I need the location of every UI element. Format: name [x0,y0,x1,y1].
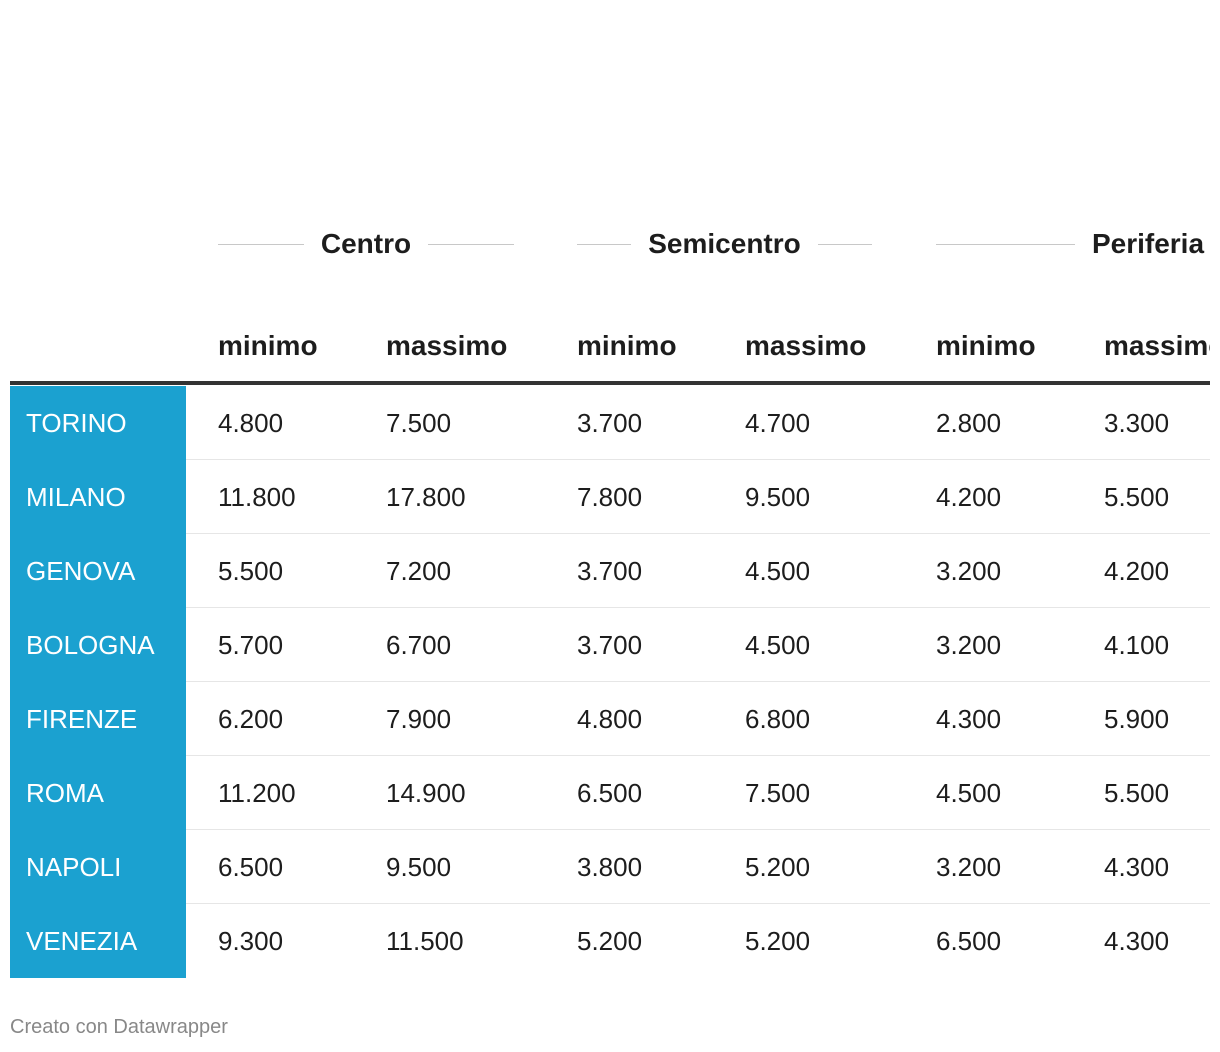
group-header: Centro [218,224,515,264]
cell: 5.200 [577,926,643,956]
column-header: minimo [577,330,677,361]
cell: 4.700 [745,408,811,438]
row-divider [186,755,1210,756]
column-header: massimo [386,330,508,361]
row-label: BOLOGNA [10,608,186,682]
cell: 9.500 [386,852,452,882]
cell: 4.800 [218,408,284,438]
cell: 5.700 [218,630,284,660]
cell: 4.100 [1104,630,1170,660]
group-title: Periferia [1091,228,1205,259]
cell: 7.800 [577,482,643,512]
cell: 4.200 [1104,556,1170,586]
cell: 7.200 [386,556,452,586]
cell: 5.500 [218,556,284,586]
cell: 3.700 [577,408,643,438]
footer: Creato con Datawrapper [10,1016,228,1038]
group-line [577,243,632,245]
row-label: VENEZIA [10,904,186,978]
cell: 4.500 [745,556,811,586]
cell: 6.200 [218,704,284,734]
group-line [428,243,515,245]
group-header: Semicentro [577,224,872,264]
group-line [817,243,872,245]
column-header: minimo [218,330,318,361]
cell: 2.800 [936,408,1002,438]
cell: 4.200 [936,482,1002,512]
cell: 6.700 [386,630,452,660]
cell: 3.200 [936,630,1002,660]
row-divider [186,533,1210,534]
cell: 4.800 [577,704,643,734]
cell: 5.500 [1104,482,1170,512]
group-title: Centro [320,228,412,259]
cell: 3.800 [577,852,643,882]
cell: 4.500 [936,778,1002,808]
row-divider [186,681,1210,682]
row-label: GENOVA [10,534,186,608]
cell: 5.200 [745,852,811,882]
row-divider [186,829,1210,830]
cell: 3.300 [1104,408,1170,438]
row-label: MILANO [10,460,186,534]
group-header: Periferia [936,224,1210,264]
cell: 5.900 [1104,704,1170,734]
cell: 11.200 [218,778,296,808]
group-title: Semicentro [648,228,801,259]
cell: 4.300 [1104,852,1170,882]
table: Centro Semicentro Periferia minimo massimo mi… [10,0,1210,1000]
cell: 17.800 [386,482,466,512]
cell: 9.500 [745,482,811,512]
row-label: FIRENZE [10,682,186,756]
cell: 6.500 [577,778,643,808]
cell: 11.800 [218,482,296,512]
column-header: massimo [745,330,867,361]
cell: 14.900 [386,778,466,808]
cell: 11.500 [386,926,464,956]
row-label: ROMA [10,756,186,830]
column-header: minimo [936,330,1036,361]
group-line [936,243,1075,245]
cell: 3.700 [577,630,643,660]
header-rule [10,381,1210,385]
cell: 3.200 [936,556,1002,586]
cell: 3.700 [577,556,643,586]
cell: 5.500 [1104,778,1170,808]
cell: 7.500 [745,778,811,808]
cell: 6.800 [745,704,811,734]
cell: 3.200 [936,852,1002,882]
cell: 7.500 [386,408,452,438]
cell: 4.500 [745,630,811,660]
cell: 6.500 [936,926,1002,956]
cell: 4.300 [1104,926,1170,956]
column-header: massimo [1104,330,1210,361]
cell: 7.900 [386,704,452,734]
cell: 4.300 [936,704,1002,734]
row-divider [186,459,1210,460]
row-divider [186,903,1210,904]
cell: 9.300 [218,926,284,956]
cell: 6.500 [218,852,284,882]
cell: 5.200 [745,926,811,956]
row-label: TORINO [10,386,186,460]
row-label: NAPOLI [10,830,186,904]
row-divider [186,607,1210,608]
group-line [218,243,304,245]
